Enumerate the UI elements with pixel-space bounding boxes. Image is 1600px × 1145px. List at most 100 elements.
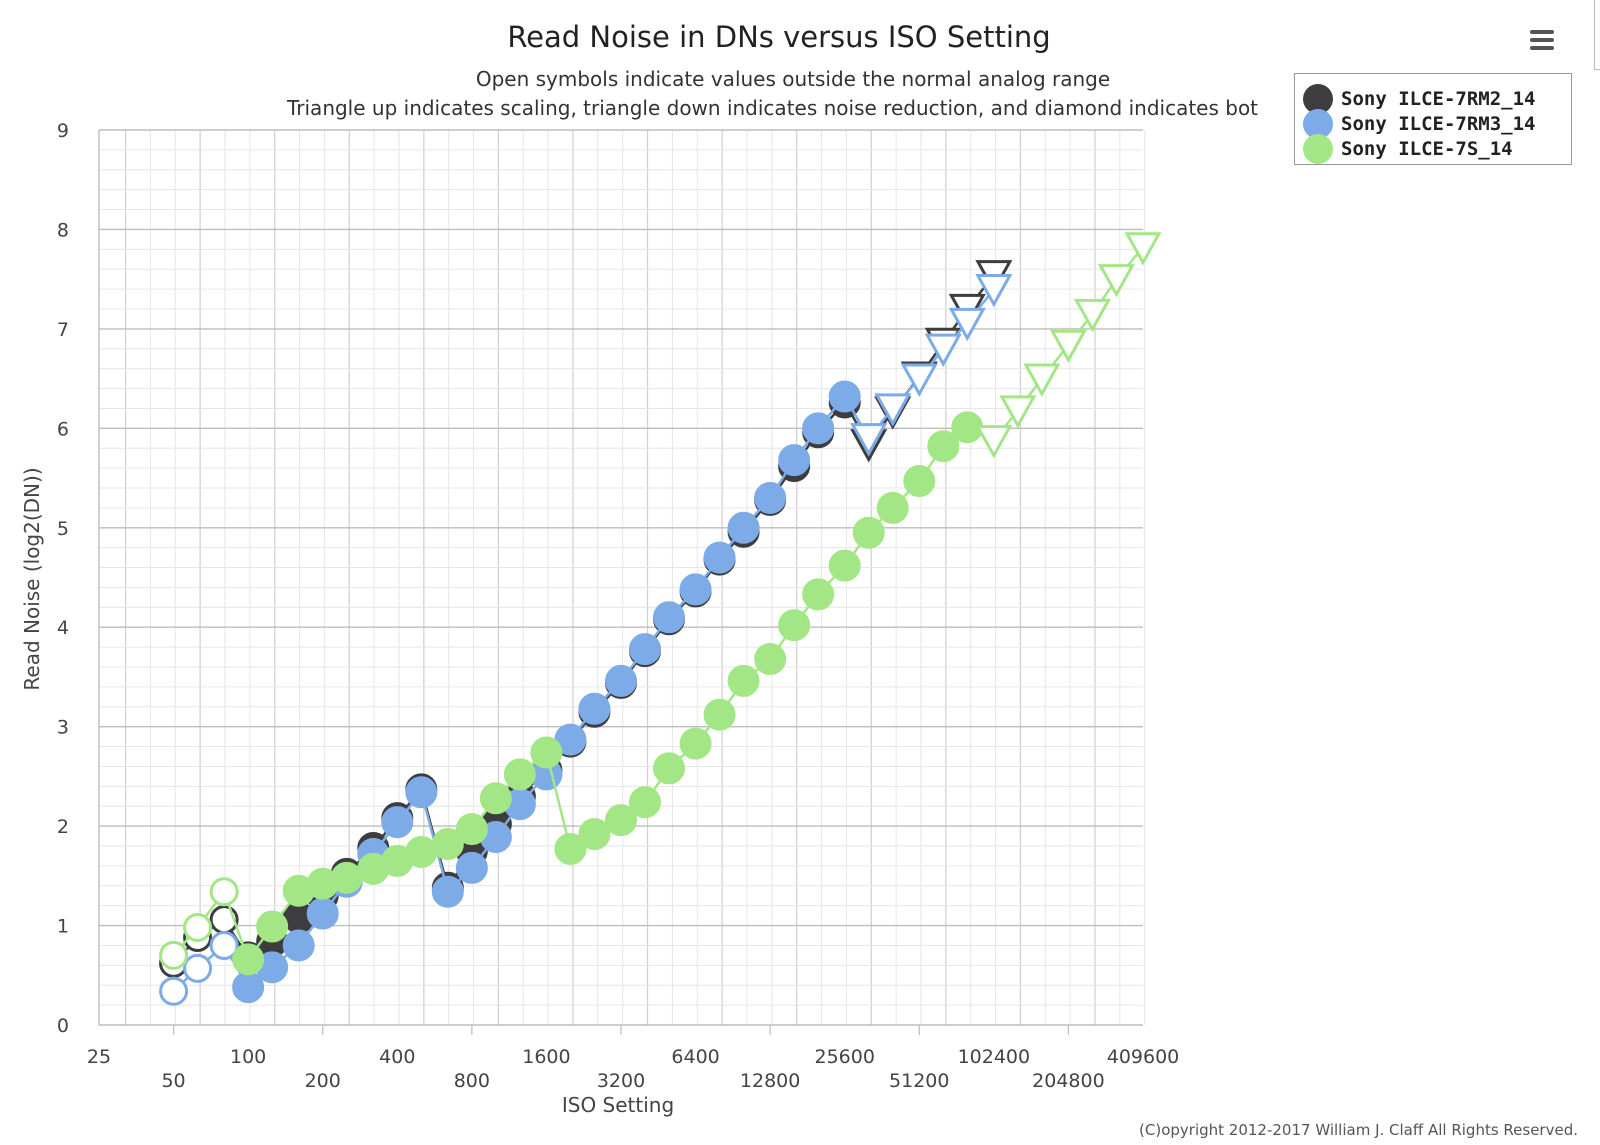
data-point[interactable] [405, 835, 438, 868]
grid [99, 129, 1146, 1026]
legend-item-7rm2[interactable]: Sony ILCE-7RM2_14 [1303, 84, 1536, 114]
y-tick-label: 0 [57, 1015, 69, 1037]
x-tick-label: 25 [87, 1046, 111, 1068]
data-point-triangle-down[interactable] [975, 274, 1013, 308]
data-point-triangle-down[interactable] [999, 395, 1037, 429]
data-point[interactable] [703, 541, 736, 574]
chart-title: Read Noise in DNs versus ISO Setting [507, 20, 1050, 54]
data-point[interactable] [679, 727, 712, 760]
y-axis-label: Read Noise (log2(DN)) [20, 467, 44, 690]
data-point-open[interactable] [183, 913, 213, 943]
data-point[interactable] [578, 692, 611, 725]
data-point-triangle-down[interactable] [1023, 363, 1061, 397]
data-point-triangle-down[interactable] [1097, 264, 1135, 298]
data-point[interactable] [727, 511, 760, 544]
data-point-triangle-down[interactable] [874, 393, 912, 427]
data-point[interactable] [282, 929, 315, 962]
data-point[interactable] [703, 698, 736, 731]
series-line [172, 288, 995, 993]
data-point[interactable] [232, 943, 265, 976]
x-tick-label: 51200 [889, 1070, 949, 1092]
legend-label-7rm2: Sony ILCE-7RM2_14 [1341, 88, 1536, 110]
data-point[interactable] [479, 782, 512, 815]
data-point[interactable] [876, 491, 909, 524]
data-point-triangle-down[interactable] [948, 307, 986, 342]
x-tick-label: 204800 [1032, 1070, 1105, 1092]
data-point[interactable] [455, 813, 488, 846]
data-point-triangle-down[interactable] [975, 425, 1013, 459]
x-tick-label: 800 [454, 1070, 490, 1092]
data-point[interactable] [306, 897, 339, 930]
data-point-triangle-down[interactable] [1124, 232, 1162, 266]
legend-item-7rm3[interactable]: Sony ILCE-7RM3_14 [1303, 109, 1535, 139]
data-point[interactable] [679, 573, 712, 606]
y-tick-label: 8 [57, 219, 69, 241]
x-tick-label: 102400 [958, 1046, 1031, 1068]
series-layer [159, 232, 1162, 1006]
y-tick-label: 2 [57, 816, 69, 838]
data-point[interactable] [778, 444, 811, 477]
data-point[interactable] [754, 643, 787, 676]
x-tick-label: 12800 [740, 1070, 800, 1092]
legend-item-7s[interactable]: Sony ILCE-7S_14 [1303, 134, 1513, 164]
series-Sony ILCE-7RM3_14 [159, 274, 1013, 1006]
data-point[interactable] [754, 481, 787, 514]
y-tick-label: 7 [57, 319, 69, 341]
data-point[interactable] [629, 786, 662, 819]
data-point-open[interactable] [159, 940, 189, 970]
data-point[interactable] [232, 971, 265, 1004]
data-point[interactable] [330, 861, 363, 894]
x-tick-label: 25600 [814, 1046, 874, 1068]
data-point-triangle-down[interactable] [900, 363, 938, 397]
data-point[interactable] [530, 736, 563, 769]
x-tick-label: 1600 [522, 1046, 570, 1068]
data-point[interactable] [802, 578, 835, 611]
data-point[interactable] [629, 633, 662, 666]
data-point[interactable] [431, 828, 464, 861]
x-tick-label: 6400 [671, 1046, 719, 1068]
data-point[interactable] [828, 380, 861, 413]
menu-icon[interactable] [1524, 24, 1560, 58]
plot-background [99, 130, 1143, 1025]
series-Sony ILCE-7S_14 [159, 232, 1162, 976]
axes: 0 1 2 3 4 5 6 7 8 9 25 100 400 1600 6400 25600 102400 409… [57, 120, 1179, 1092]
data-point[interactable] [431, 875, 464, 908]
legend-label-7s: Sony ILCE-7S_14 [1341, 138, 1513, 160]
data-point[interactable] [802, 412, 835, 445]
y-tick-label: 9 [57, 120, 69, 142]
data-point[interactable] [455, 851, 488, 884]
data-point[interactable] [605, 664, 637, 697]
window-edge [1594, 0, 1600, 70]
data-point[interactable] [852, 516, 885, 549]
data-point-triangle-down[interactable] [850, 423, 888, 457]
x-tick-label: 50 [161, 1070, 185, 1092]
data-point[interactable] [578, 818, 611, 851]
x-tick-label: 400 [379, 1046, 415, 1068]
data-point[interactable] [828, 549, 861, 582]
data-point[interactable] [605, 804, 637, 837]
data-point[interactable] [503, 758, 536, 791]
x-tick-label: 3200 [597, 1070, 645, 1092]
data-point-triangle-down[interactable] [924, 333, 962, 368]
data-point[interactable] [927, 430, 960, 463]
y-tick-label: 1 [57, 916, 69, 938]
data-point-triangle-down[interactable] [1073, 298, 1111, 333]
data-point[interactable] [727, 664, 760, 697]
data-point[interactable] [653, 752, 686, 785]
data-point-triangle-down[interactable] [1049, 329, 1087, 364]
data-point[interactable] [381, 806, 414, 839]
data-point[interactable] [903, 465, 936, 498]
data-point[interactable] [554, 832, 587, 865]
chart-subtitle-line-2: Triangle up indicates scaling, triangle … [286, 96, 1258, 120]
data-point-open[interactable] [159, 976, 189, 1006]
data-point-open[interactable] [209, 877, 239, 907]
data-point[interactable] [778, 609, 811, 642]
data-point[interactable] [256, 910, 289, 943]
copyright-text: (C)opyright 2012-2017 William J. Claff A… [1139, 1121, 1578, 1139]
x-tick-label: 409600 [1107, 1046, 1180, 1068]
data-point-open[interactable] [209, 930, 239, 960]
data-point-open[interactable] [183, 953, 213, 983]
data-point[interactable] [653, 601, 686, 634]
data-point[interactable] [405, 776, 438, 809]
